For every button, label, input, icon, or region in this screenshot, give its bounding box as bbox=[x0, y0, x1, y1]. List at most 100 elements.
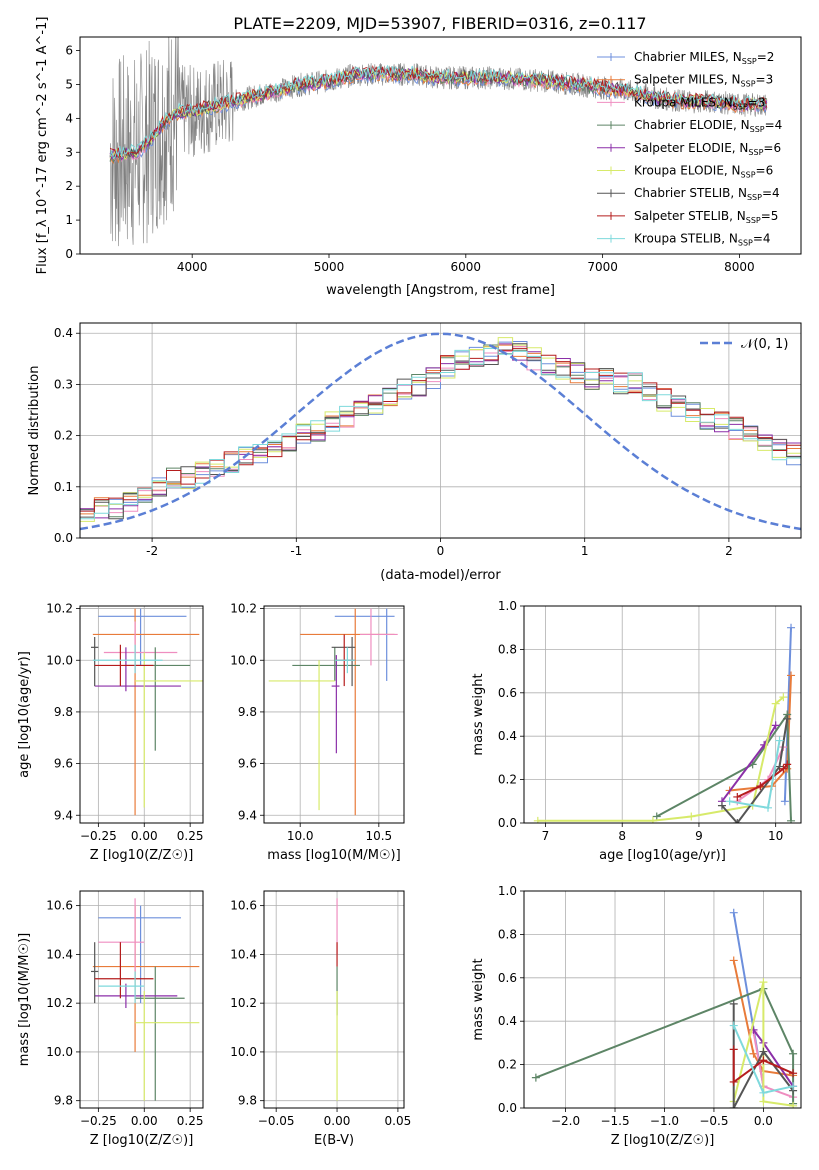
weight-line bbox=[736, 763, 788, 798]
y-axis-label: age [log10(age/yr)] bbox=[17, 651, 32, 778]
weight-marker bbox=[759, 1047, 768, 1056]
y-tick-label: 10.2 bbox=[46, 602, 73, 616]
legend-value: =6 bbox=[756, 164, 774, 178]
x-tick-label: 0.00 bbox=[324, 1114, 351, 1128]
y-axis-label: mass weight bbox=[471, 958, 486, 1040]
histogram-step bbox=[80, 348, 801, 520]
x-axis-label: mass [log10(M/M☉)] bbox=[267, 848, 400, 863]
weight-marker bbox=[775, 736, 784, 745]
weight-marker bbox=[787, 623, 796, 632]
x-tick-label: 0.00 bbox=[131, 829, 158, 843]
y-tick-label: 0.6 bbox=[498, 686, 517, 700]
legend-subscript: SSP bbox=[733, 102, 748, 111]
mass-vs-extinction-panel: −0.05 0.00 0.05 9.8 10.0 10.2 10.4 10.6 E(B-V) bbox=[230, 890, 412, 1148]
weight-marker bbox=[729, 1104, 738, 1108]
weight-marker bbox=[729, 999, 738, 1008]
weight-marker bbox=[733, 792, 742, 801]
x-tick-label: 0.00 bbox=[131, 1114, 158, 1128]
weight-marker bbox=[729, 1077, 738, 1086]
y-tick-label: 0.3 bbox=[54, 377, 73, 391]
x-tick-label: 0.05 bbox=[385, 1114, 412, 1128]
plot-area bbox=[80, 606, 203, 823]
weight-marker bbox=[789, 1082, 798, 1091]
x-axis-label: (data-model)/error bbox=[380, 568, 501, 583]
legend-subscript: SSP bbox=[742, 57, 757, 66]
y-tick-label: 3 bbox=[65, 145, 73, 159]
x-tick-label: −2.0 bbox=[551, 1114, 580, 1128]
weight-marker bbox=[652, 812, 661, 821]
weight-marker bbox=[789, 1101, 798, 1108]
histogram-step bbox=[80, 347, 801, 512]
axes-frame bbox=[523, 605, 802, 824]
plot-area bbox=[80, 323, 801, 538]
weight-line bbox=[537, 696, 785, 822]
x-axis-label: Z [log10(Z/Z☉)] bbox=[90, 1133, 194, 1148]
legend-value: =2 bbox=[757, 50, 775, 64]
residual-histogram-panel: -2 -1 0 1 2 0.0 0.1 0.2 0.3 0.4 (data-model)/error… bbox=[27, 322, 802, 583]
legend-label: Kroupa MILES, NSSP=3 bbox=[634, 95, 765, 111]
x-tick-label: 5000 bbox=[314, 260, 345, 274]
y-tick-label: 9.4 bbox=[54, 808, 73, 822]
legend-label: Kroupa STELIB, NSSP=4 bbox=[634, 232, 771, 248]
y-tick-label: 0.4 bbox=[498, 729, 517, 743]
legend-subscript: SSP bbox=[746, 216, 761, 225]
y-tick-label: 5 bbox=[65, 77, 73, 91]
y-tick-label: 10.4 bbox=[230, 947, 257, 961]
plot-area bbox=[264, 606, 404, 823]
y-tick-label: 0.4 bbox=[498, 1014, 517, 1028]
y-tick-label: 1.0 bbox=[498, 599, 517, 613]
age-vs-metallicity-panel: −0.25 0.00 0.25 9.4 9.6 9.8 10.0 10.2 Z [log10(Z… bbox=[17, 602, 204, 863]
weight-line bbox=[732, 1049, 794, 1084]
plot-area bbox=[264, 891, 404, 1108]
weight-marker bbox=[783, 714, 792, 723]
y-tick-label: 2 bbox=[65, 179, 73, 193]
axes-frame bbox=[79, 36, 802, 255]
y-tick-label: 0.8 bbox=[498, 642, 517, 656]
x-tick-label: 0.0 bbox=[754, 1114, 773, 1128]
weight-marker bbox=[783, 760, 792, 769]
legend-subscript: SSP bbox=[741, 80, 756, 89]
weight-marker bbox=[789, 1049, 798, 1058]
y-tick-label: 0.6 bbox=[498, 971, 517, 985]
weight-marker bbox=[771, 699, 780, 708]
y-axis-label: Flux [f_λ 10^-17 erg cm^-2 s^-1 A^-1] bbox=[35, 17, 50, 275]
legend-subscript: SSP bbox=[748, 148, 763, 157]
legend-label: Chabrier ELODIE, NSSP=4 bbox=[634, 118, 782, 134]
weight-line bbox=[729, 675, 792, 792]
x-tick-label: 0 bbox=[437, 544, 445, 558]
weight-marker bbox=[787, 671, 796, 680]
weight-marker bbox=[725, 797, 734, 806]
y-tick-label: 6 bbox=[65, 44, 73, 58]
mass-vs-metallicity-panel: −0.25 0.00 0.25 9.8 10.0 10.2 10.4 10.6 Z [log10… bbox=[17, 890, 204, 1148]
y-tick-label: 10.0 bbox=[230, 1045, 257, 1059]
y-tick-label: 10.0 bbox=[230, 653, 257, 667]
plot-area bbox=[109, 37, 768, 247]
x-tick-label: −0.5 bbox=[699, 1114, 728, 1128]
legend-label: Chabrier MILES, NSSP=2 bbox=[634, 50, 774, 66]
y-tick-label: 0.1 bbox=[54, 480, 73, 494]
legend-value: =4 bbox=[765, 118, 783, 132]
y-tick-label: 9.8 bbox=[238, 705, 257, 719]
axes-frame bbox=[79, 605, 204, 824]
x-tick-label: 10 bbox=[768, 829, 783, 843]
weight-marker bbox=[749, 1049, 758, 1058]
y-tick-label: 10.2 bbox=[46, 996, 73, 1010]
weight-marker bbox=[729, 908, 738, 917]
y-tick-label: 4 bbox=[65, 111, 73, 125]
y-tick-label: 9.6 bbox=[54, 757, 73, 771]
legend-label: Salpeter MILES, NSSP=3 bbox=[634, 73, 773, 89]
age-vs-mass-panel: 10.0 10.5 9.4 9.6 9.8 10.0 10.2 mass [log10(M/M… bbox=[230, 602, 405, 863]
y-tick-label: 1 bbox=[65, 213, 73, 227]
weight-marker bbox=[648, 816, 657, 823]
histogram-step bbox=[80, 343, 801, 520]
weight-marker bbox=[759, 978, 768, 987]
y-tick-label: 10.6 bbox=[230, 899, 257, 913]
y-tick-label: 9.6 bbox=[238, 757, 257, 771]
weight-vs-age-panel: 7 8 9 10 0.0 0.2 0.4 0.6 0.8 1.0 age [log10(age/yr… bbox=[471, 599, 802, 863]
x-tick-label: 9 bbox=[695, 829, 703, 843]
y-tick-label: 0.2 bbox=[498, 773, 517, 787]
legend-value: =3 bbox=[748, 95, 766, 109]
legend-subscript: SSP bbox=[750, 125, 765, 134]
x-tick-label: 10.0 bbox=[287, 829, 314, 843]
legend-subscript: SSP bbox=[747, 193, 762, 202]
